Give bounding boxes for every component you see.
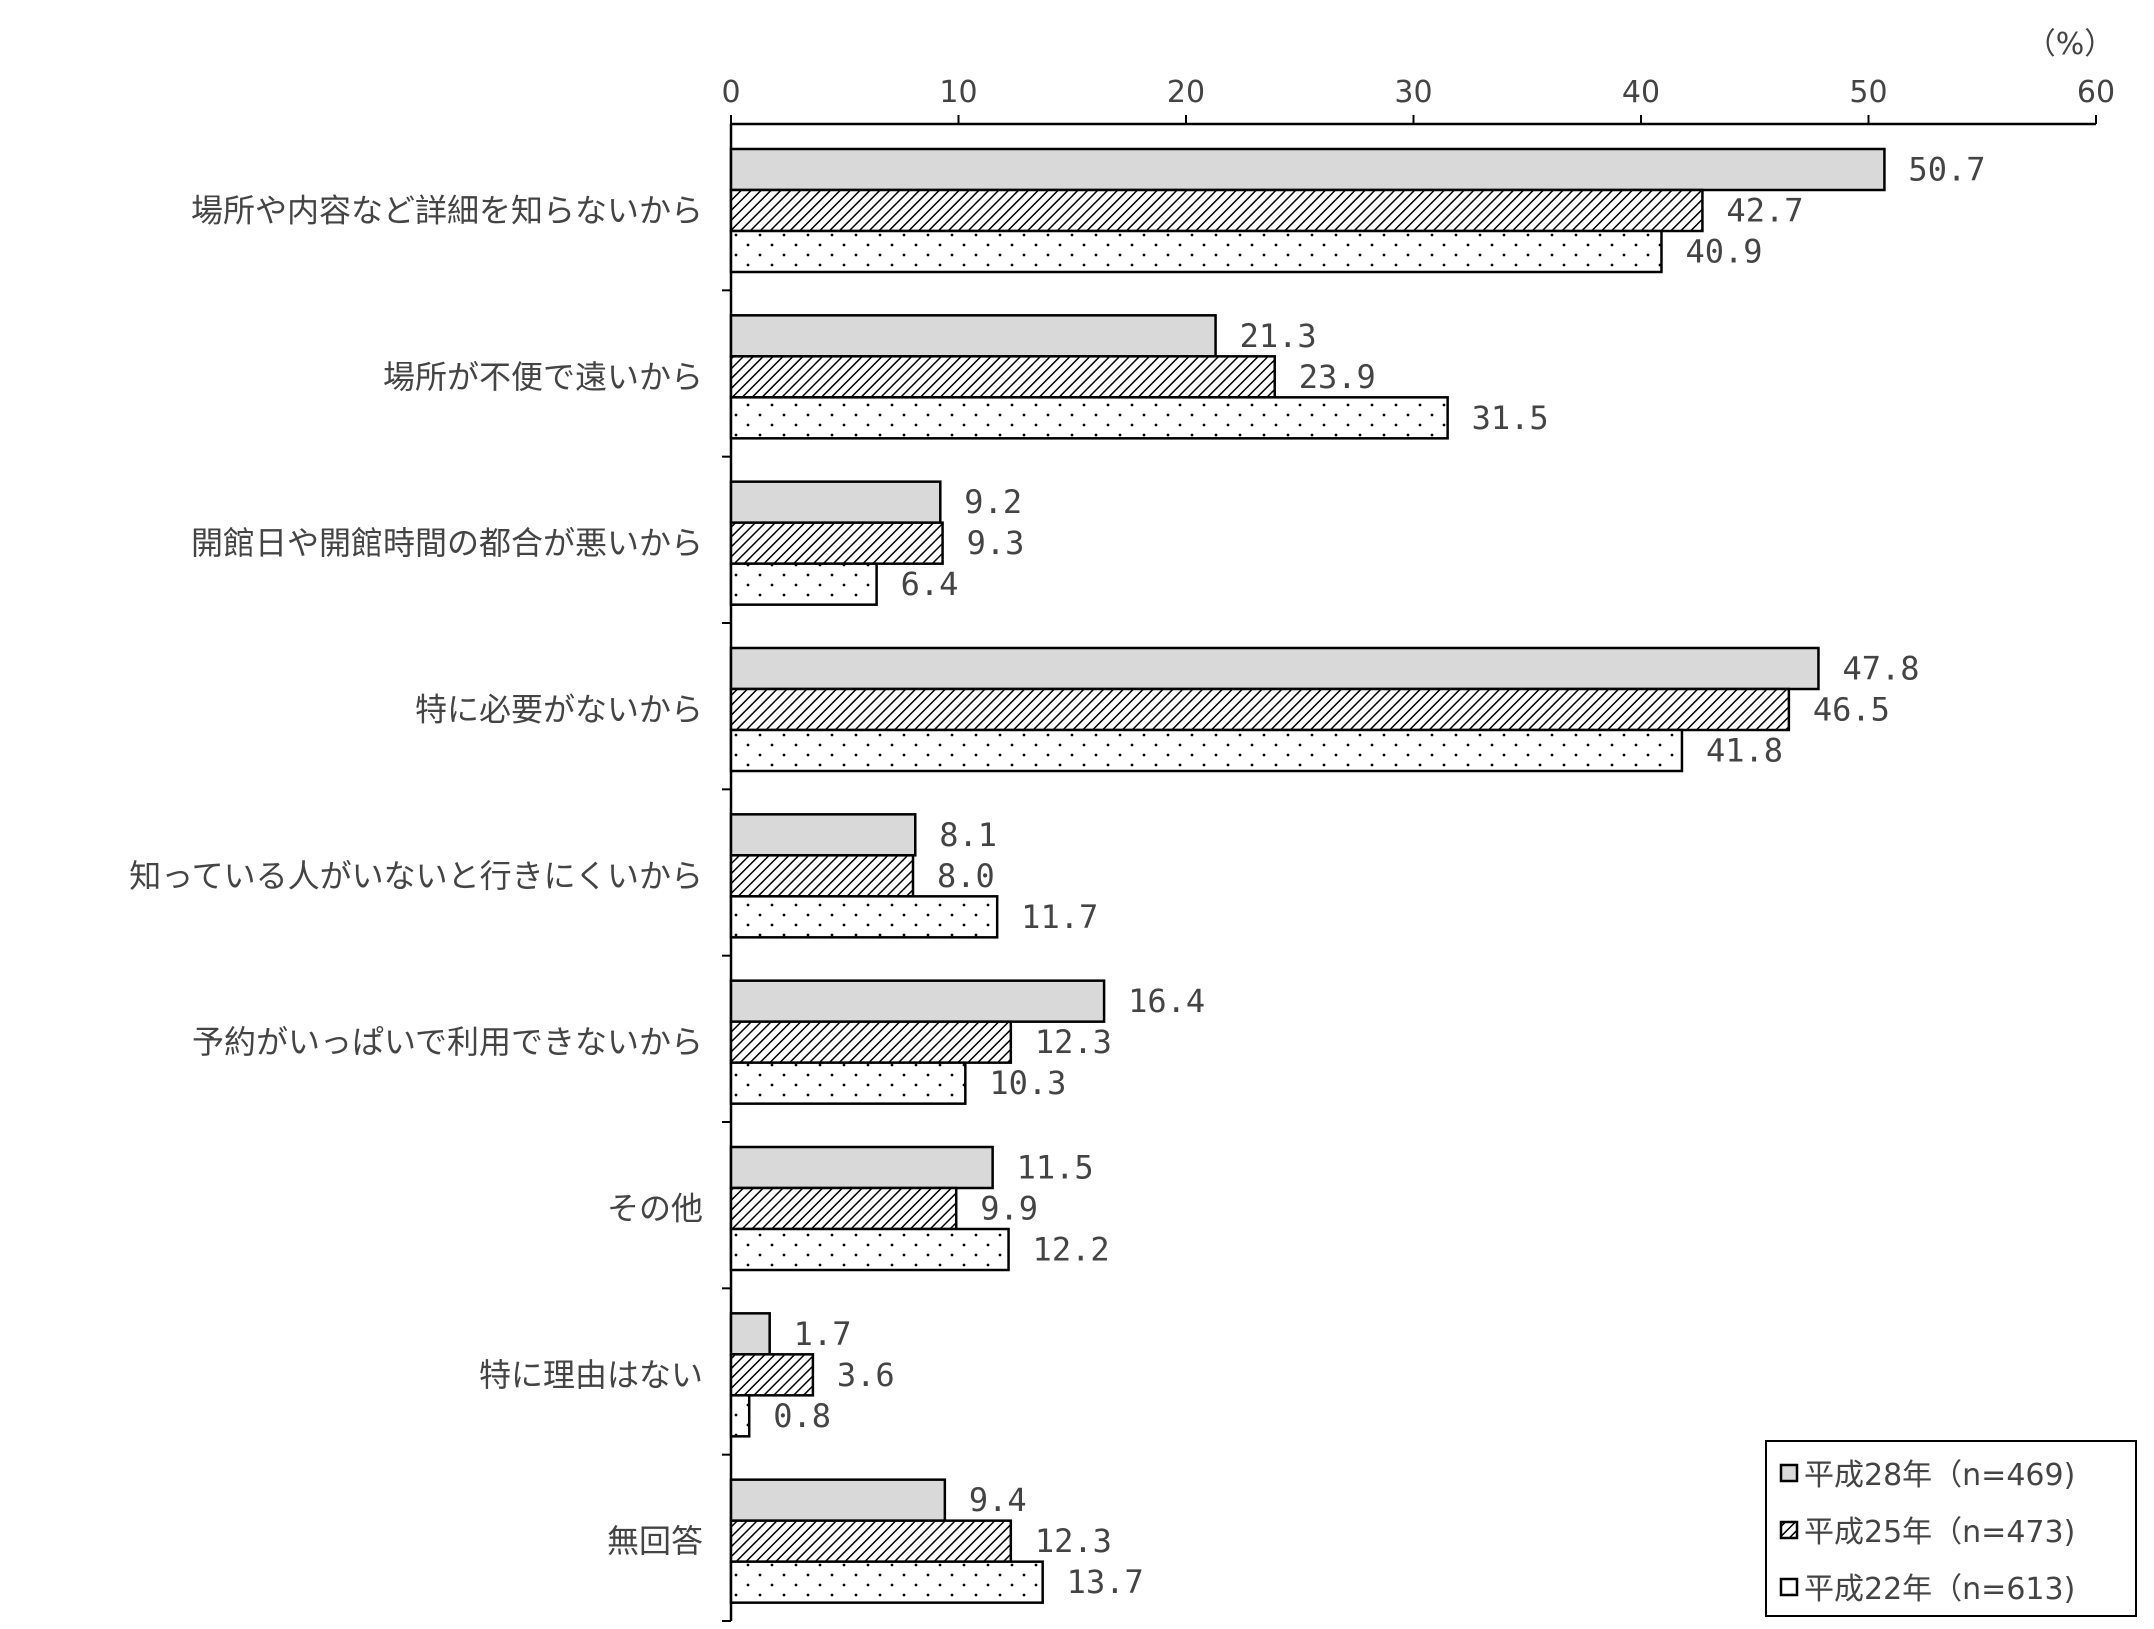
bar (729, 1061, 967, 1105)
data-label: 41.8 (1706, 732, 1783, 770)
x-tick-label: 0 (721, 75, 740, 110)
legend-swatch-2013 (1779, 1520, 1799, 1540)
data-label: 8.1 (939, 816, 997, 854)
bar (729, 1394, 751, 1438)
data-label: 6.4 (901, 565, 959, 603)
bar (729, 562, 878, 606)
category-label: その他 (607, 1190, 703, 1228)
x-tick-label: 40 (1622, 75, 1660, 110)
data-label: 47.8 (1842, 650, 1919, 688)
bar (729, 396, 1449, 440)
bar (729, 813, 917, 857)
category-label: 特に必要がないから (415, 691, 703, 729)
data-label: 9.2 (964, 483, 1022, 521)
bar (729, 728, 1684, 773)
bar (729, 854, 915, 898)
bar (729, 1145, 994, 1190)
data-label: 13.7 (1067, 1563, 1144, 1601)
category-labels: 場所や内容など詳細を知らないから場所が不便で遠いから開館日や開館時間の都合が悪い… (129, 192, 703, 1561)
bar (729, 1186, 958, 1231)
unit-label: （%） (2026, 27, 2115, 62)
y-axis (722, 124, 733, 1622)
bar (729, 646, 1820, 691)
legend-label-2010: 平成22年（n=613) (1804, 1572, 2075, 1607)
data-label: 42.7 (1726, 192, 1803, 230)
legend-box (1765, 1440, 2137, 1617)
category-label: 場所が不便で遠いから (383, 358, 703, 396)
bar (729, 1312, 771, 1356)
bar (729, 314, 1217, 358)
bar (729, 147, 1886, 192)
legend: 平成28年（n=469) 平成25年（n=473) 平成22年（n=613) (1765, 1440, 2137, 1617)
data-label: 3.6 (837, 1356, 895, 1394)
data-label: 21.3 (1240, 317, 1317, 355)
data-label: 46.5 (1813, 691, 1890, 729)
bar (729, 1519, 1013, 1563)
category-label: 特に理由はない (479, 1356, 703, 1394)
data-label: 16.4 (1128, 982, 1205, 1020)
legend-swatch-2010 (1779, 1577, 1799, 1597)
bar (729, 1478, 947, 1522)
category-label: 開館日や開館時間の都合が悪いから (191, 524, 703, 562)
data-label: 12.3 (1035, 1522, 1112, 1560)
bar (729, 521, 944, 565)
data-label: 23.9 (1299, 358, 1376, 396)
bar (729, 1227, 1010, 1272)
data-label: 11.7 (1021, 898, 1098, 936)
x-tick-label: 10 (939, 75, 977, 110)
legend-label-2013: 平成25年（n=473) (1804, 1515, 2075, 1550)
category-label: 場所や内容など詳細を知らないから (191, 192, 703, 230)
legend-label-2016: 平成28年（n=469) (1804, 1458, 2075, 1493)
bar (729, 355, 1276, 399)
data-label: 9.4 (969, 1481, 1027, 1519)
data-label: 12.3 (1035, 1023, 1112, 1061)
category-label: 知っている人がいないと行きにくいから (129, 857, 703, 895)
bar (729, 188, 1704, 233)
bar (729, 979, 1106, 1023)
bar (729, 1353, 815, 1397)
bar (729, 229, 1663, 274)
bar (729, 895, 999, 939)
bar (729, 480, 942, 524)
data-label: 9.3 (967, 524, 1025, 562)
bars (729, 147, 1886, 1604)
data-label: 0.8 (773, 1397, 831, 1435)
data-label: 1.7 (794, 1315, 852, 1353)
category-label: 予約がいっぱいで利用できないから (192, 1023, 703, 1061)
x-tick-label: 60 (2077, 75, 2115, 110)
data-label: 9.9 (980, 1190, 1038, 1228)
x-tick-label: 50 (1849, 75, 1887, 110)
bar (729, 687, 1791, 732)
data-label: 10.3 (989, 1064, 1066, 1102)
data-label: 31.5 (1472, 399, 1549, 437)
bar (729, 1560, 1044, 1604)
x-tick-label: 30 (1394, 75, 1432, 110)
category-label: 無回答 (607, 1522, 703, 1560)
data-label: 11.5 (1017, 1149, 1094, 1187)
x-axis: 0 10 20 30 40 50 60 (721, 75, 2115, 126)
data-label: 8.0 (937, 857, 995, 895)
data-label: 40.9 (1685, 233, 1762, 271)
data-label: 12.2 (1033, 1231, 1110, 1269)
legend-swatch-2016 (1779, 1463, 1799, 1483)
data-label: 50.7 (1908, 151, 1985, 189)
value-labels: 50.7 42.740.9 21.323.9 31.5 9.29.36.4 47.846.… (773, 151, 1985, 1602)
x-tick-label: 20 (1167, 75, 1205, 110)
bar (729, 1020, 1013, 1064)
